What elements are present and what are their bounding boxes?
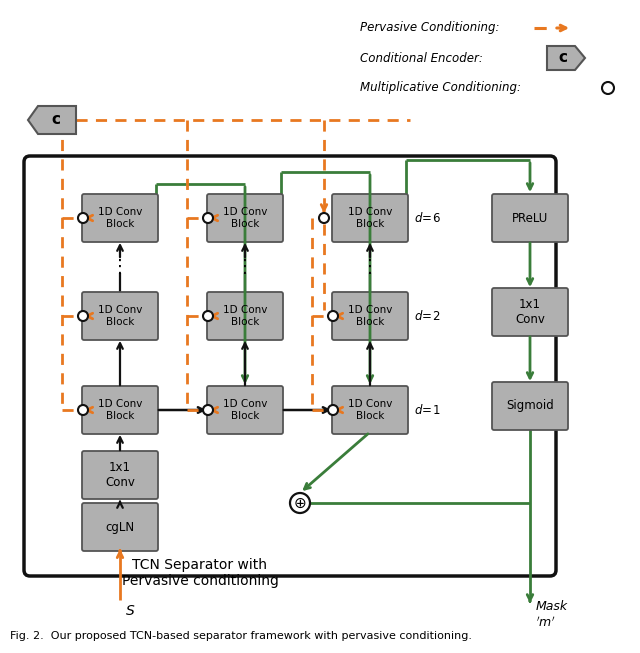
FancyBboxPatch shape [492, 288, 568, 336]
Text: $d\!=\!6$: $d\!=\!6$ [414, 211, 441, 225]
FancyBboxPatch shape [332, 292, 408, 340]
Circle shape [78, 213, 88, 223]
Text: 1x1
Conv: 1x1 Conv [105, 461, 135, 489]
FancyBboxPatch shape [82, 194, 158, 242]
FancyBboxPatch shape [207, 386, 283, 434]
Text: 1D Conv
Block: 1D Conv Block [223, 305, 267, 326]
Text: 1D Conv
Block: 1D Conv Block [348, 207, 392, 229]
Text: 1x1
Conv: 1x1 Conv [515, 298, 545, 326]
Text: ⋮: ⋮ [111, 258, 129, 276]
FancyBboxPatch shape [492, 194, 568, 242]
Text: $d\!=\!2$: $d\!=\!2$ [414, 309, 440, 323]
Text: $S$: $S$ [125, 604, 136, 618]
Text: ⋮: ⋮ [361, 258, 379, 276]
Text: TCN Separator with
Pervasive conditioning: TCN Separator with Pervasive conditionin… [122, 558, 278, 588]
Text: cgLN: cgLN [106, 520, 134, 534]
Text: $\oplus$: $\oplus$ [293, 496, 307, 511]
Circle shape [78, 405, 88, 415]
Text: $\mathbf{c}$: $\mathbf{c}$ [558, 50, 568, 65]
FancyBboxPatch shape [207, 292, 283, 340]
Circle shape [602, 82, 614, 94]
Text: Mask
$'m'$: Mask $'m'$ [536, 600, 568, 629]
FancyBboxPatch shape [82, 503, 158, 551]
Polygon shape [547, 46, 585, 70]
Circle shape [203, 405, 213, 415]
FancyBboxPatch shape [82, 292, 158, 340]
Text: 1D Conv
Block: 1D Conv Block [98, 305, 142, 326]
Circle shape [319, 213, 329, 223]
FancyBboxPatch shape [207, 194, 283, 242]
FancyBboxPatch shape [332, 386, 408, 434]
Circle shape [328, 405, 338, 415]
Text: 1D Conv
Block: 1D Conv Block [348, 305, 392, 326]
Text: Pervasive Conditioning:: Pervasive Conditioning: [360, 22, 499, 35]
FancyBboxPatch shape [492, 382, 568, 430]
Circle shape [203, 311, 213, 321]
Text: PReLU: PReLU [512, 212, 548, 225]
Text: 1D Conv
Block: 1D Conv Block [223, 399, 267, 421]
Text: 1D Conv
Block: 1D Conv Block [98, 399, 142, 421]
Text: 1D Conv
Block: 1D Conv Block [348, 399, 392, 421]
Circle shape [203, 213, 213, 223]
Text: Conditional Encoder:: Conditional Encoder: [360, 52, 483, 65]
Text: 1D Conv
Block: 1D Conv Block [223, 207, 267, 229]
Text: Fig. 2.  Our proposed TCN-based separator framework with pervasive conditioning.: Fig. 2. Our proposed TCN-based separator… [10, 631, 472, 641]
Text: $\mathbf{c}$: $\mathbf{c}$ [51, 112, 61, 127]
FancyBboxPatch shape [332, 194, 408, 242]
FancyBboxPatch shape [24, 156, 556, 576]
FancyBboxPatch shape [82, 386, 158, 434]
Text: ⋮: ⋮ [236, 258, 254, 276]
Circle shape [328, 311, 338, 321]
Circle shape [290, 493, 310, 513]
FancyBboxPatch shape [82, 451, 158, 499]
Text: $d\!=\!1$: $d\!=\!1$ [414, 403, 440, 417]
Text: 1D Conv
Block: 1D Conv Block [98, 207, 142, 229]
Text: Sigmoid: Sigmoid [506, 400, 554, 413]
Polygon shape [28, 106, 76, 134]
Circle shape [78, 311, 88, 321]
Text: Multiplicative Conditioning:: Multiplicative Conditioning: [360, 82, 521, 95]
